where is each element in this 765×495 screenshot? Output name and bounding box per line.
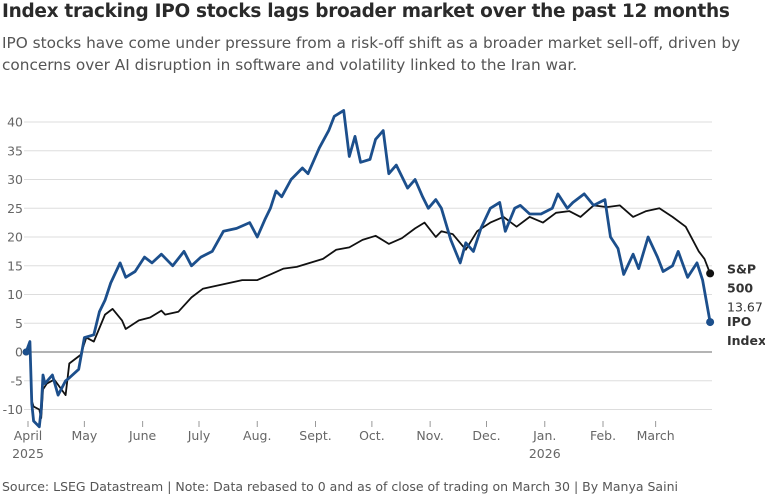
x-tick-label: Aug.	[243, 428, 271, 443]
y-tick-label: 15	[7, 258, 23, 273]
series-end-marker	[706, 318, 715, 327]
y-tick-label: 0	[15, 345, 23, 360]
series-start-marker	[22, 348, 30, 356]
x-tick-label: Oct.	[359, 428, 385, 443]
sp500-end-value: 13.67	[727, 299, 763, 314]
series-lines	[22, 109, 715, 429]
ipo-index-line	[24, 109, 712, 429]
y-tick-label: 40	[7, 115, 23, 130]
x-tick-label: March	[637, 428, 675, 443]
x-tick-label: Sept.	[299, 428, 331, 443]
y-tick-label: 20	[7, 230, 23, 245]
x-tick-label: July	[187, 428, 211, 443]
y-tick-label: 10	[7, 287, 23, 302]
x-tick-label: Nov.	[416, 428, 443, 443]
ipo-index-label: Index	[727, 333, 765, 348]
y-tick-label: 25	[7, 201, 23, 216]
y-tick-label: -5	[11, 373, 23, 388]
x-tick-label: May	[71, 428, 97, 443]
gridlines	[24, 121, 712, 410]
x-tick-year-label: 2026	[529, 446, 561, 461]
sp500-label: 500	[727, 280, 753, 295]
x-tick-label: Jan.	[532, 428, 556, 443]
ipo-index-label: IPO	[727, 314, 751, 329]
series-end-marker	[706, 269, 715, 278]
x-tick-label: Feb.	[590, 428, 616, 443]
sp500-label: S&P	[727, 261, 756, 276]
y-tick-label: -10	[3, 402, 23, 417]
x-tick-year-label: 2025	[12, 446, 44, 461]
y-tick-label: 5	[15, 316, 23, 331]
sp500-line	[25, 204, 711, 420]
chart-title: Index tracking IPO stocks lags broader m…	[2, 1, 730, 22]
chart-subtitle: IPO stocks have come under pressure from…	[2, 34, 741, 74]
y-tick-label: 35	[7, 143, 23, 158]
x-axis-ticks: April 2025 May June July Aug. Sept. Oct. Nov. Dec…	[12, 421, 675, 461]
x-tick-label: June	[128, 428, 157, 443]
x-tick-label: April	[14, 428, 43, 443]
y-axis-ticks: -10 -5 0 5 10 15 20 25 30 35 40	[3, 115, 23, 418]
source-note: Source: LSEG Datastream | Note: Data reb…	[2, 479, 678, 494]
y-tick-label: 30	[7, 172, 23, 187]
x-tick-label: Dec.	[472, 428, 500, 443]
